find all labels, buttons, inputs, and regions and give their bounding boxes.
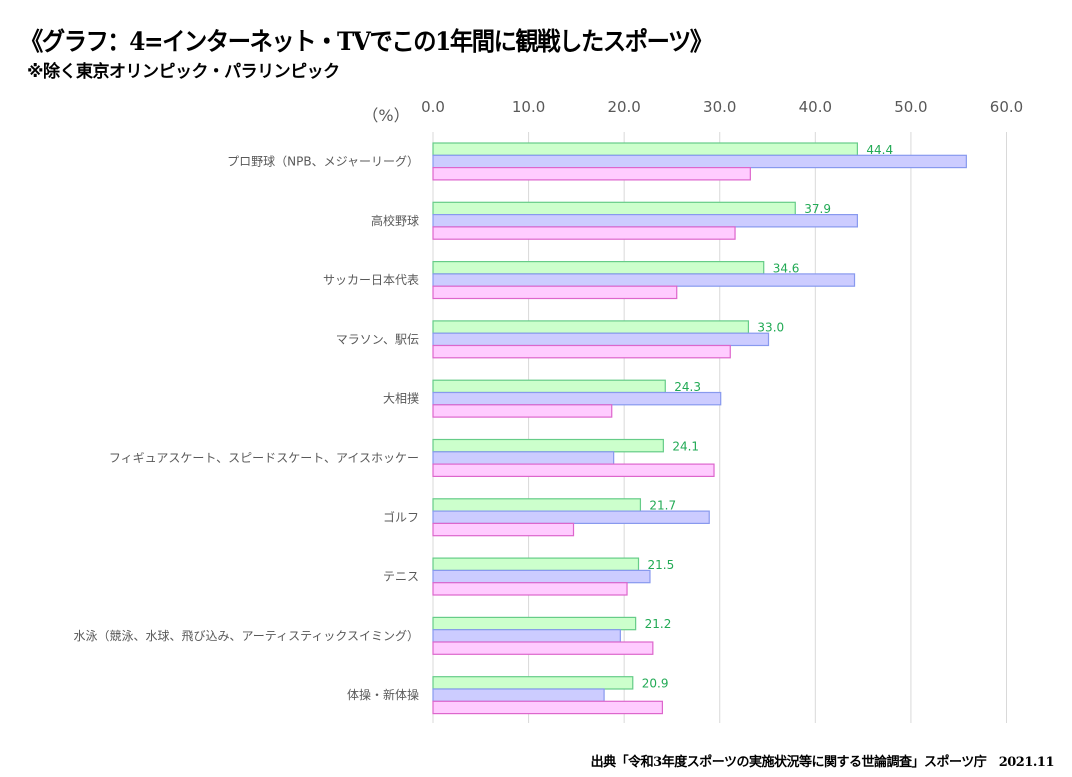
data-label: 34.6 <box>773 261 800 275</box>
category-label: フィギュアスケート、スピードスケート、アイスホッケー <box>109 451 419 465</box>
bar-series-blue <box>432 629 621 643</box>
x-tick-label: 10.0 <box>512 98 545 116</box>
bar-series-pink <box>432 700 663 715</box>
category-labels: プロ野球（NPB、メジャーリーグ） 高校野球サッカー日本代表マラソン、駅伝大相撲フ… <box>74 154 419 702</box>
x-tick-label: 60.0 <box>990 98 1023 116</box>
bar-series-blue <box>432 214 858 228</box>
bar-series-pink <box>432 641 654 655</box>
bar-series-pink <box>432 463 715 478</box>
bar-series-green <box>432 320 750 334</box>
data-label: 37.9 <box>804 202 831 216</box>
data-label: 21.2 <box>645 617 672 631</box>
bar-series-pink <box>432 582 628 596</box>
data-label: 24.1 <box>672 439 699 453</box>
data-labels: 44.4 37.9 34.6 33.0 24.3 24.1 21.7 21.5 21.2 20.9 <box>642 143 893 691</box>
bar-series-pink <box>432 226 736 240</box>
category-label: 水泳（競泳、水球、飛び込み、アーティスティックスイミング） <box>74 628 419 643</box>
category-label: プロ野球（NPB、メジャーリーグ） <box>227 154 419 168</box>
bar-series-blue <box>432 332 770 347</box>
category-label: 大相撲 <box>383 391 419 406</box>
chart-subtitle: ※除く東京オリンピック・パラリンピック <box>27 62 340 82</box>
data-label: 44.4 <box>866 143 893 157</box>
source-note: 出典「令和3年度スポーツの実施状況等に関する世論調査」スポーツ庁 2021.11 <box>590 755 1055 770</box>
x-tick-label: 0.0 <box>421 98 445 116</box>
bar-series-green <box>432 201 796 216</box>
chart-title: 《グラフ：4=インターネット・TVでこの1年間に観戦したスポーツ》 <box>20 27 713 56</box>
bar-series-blue <box>432 451 615 465</box>
bar-series-pink <box>432 167 751 181</box>
bar-series-blue <box>432 391 722 406</box>
category-label: マラソン、駅伝 <box>336 332 419 346</box>
x-tick-label: 40.0 <box>799 98 832 116</box>
bar-series-pink <box>432 522 575 537</box>
category-label: 体操・新体操 <box>347 687 419 702</box>
unit-label: （%） <box>362 106 409 125</box>
bar-series-green <box>432 379 666 394</box>
bar-series-green <box>432 616 637 631</box>
bars <box>432 142 967 715</box>
bar-series-green <box>432 498 642 512</box>
bar-series-green <box>432 142 858 156</box>
bar-series-green <box>432 676 634 690</box>
bar-series-green <box>432 438 664 453</box>
bar-series-blue <box>432 569 651 584</box>
bar-series-blue <box>432 510 710 525</box>
bar-series-green <box>432 557 640 571</box>
category-label: テニス <box>383 570 419 584</box>
bar-series-pink <box>432 344 731 359</box>
data-label: 33.0 <box>757 321 784 335</box>
data-label: 21.7 <box>649 499 676 513</box>
category-label: ゴルフ <box>383 509 419 524</box>
bar-series-pink <box>432 404 613 418</box>
x-axis-tick-labels: 0.0 10.0 20.0 30.0 40.0 50.0 60.0 <box>421 98 1023 116</box>
bar-series-blue <box>432 154 967 169</box>
x-tick-label: 30.0 <box>703 98 736 116</box>
data-label: 24.3 <box>674 380 701 394</box>
bar-series-green <box>432 261 765 275</box>
category-label: サッカー日本代表 <box>323 273 419 287</box>
bar-series-pink <box>432 285 678 300</box>
category-label: 高校野球 <box>371 213 419 228</box>
data-label: 20.9 <box>642 677 669 691</box>
bar-series-blue <box>432 688 605 702</box>
x-tick-label: 20.0 <box>607 98 640 116</box>
x-tick-label: 50.0 <box>894 98 927 116</box>
data-label: 21.5 <box>648 558 675 572</box>
bar-series-blue <box>432 273 856 287</box>
